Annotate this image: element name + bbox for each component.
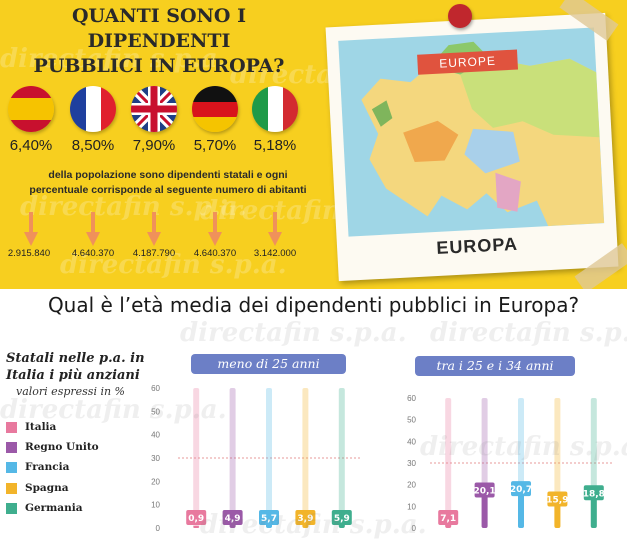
legend-item: Regno Unito [6, 440, 99, 454]
value-label-box [583, 485, 604, 501]
down-arrow-icon [147, 212, 161, 246]
percent-france: 8,50% [71, 137, 115, 154]
value-label-box [438, 510, 459, 525]
value-label: 5,7 [261, 514, 277, 524]
watermark: directafin s.p.a. [430, 318, 627, 348]
inhabitants-france: 4.640.370 [71, 248, 115, 259]
legend-label: Francia [25, 461, 70, 473]
bar-chart-under-25: 0 10 20 30 40 50 60 0,9 4,9 5,7 3,9 5,9 [151, 384, 360, 533]
legend-swatch [6, 502, 17, 514]
bar-track [193, 388, 200, 528]
percent-italy: 5,18% [253, 137, 297, 154]
top-title-line: PUBBLICI IN EUROPA? [33, 55, 285, 77]
bar-track [302, 388, 309, 528]
description-line: percentuale corrisponde al seguente nume… [29, 184, 307, 196]
percent-spain: 6,40% [9, 137, 53, 154]
inhabitants-spain: 2.915.840 [7, 248, 51, 259]
y-tick-label: 30 [151, 454, 160, 463]
inhabitants-germany: 4.640.370 [193, 248, 237, 259]
bar [193, 525, 200, 528]
side-subtitle: valori espressi in % [16, 385, 126, 398]
europe-map-illustration: EUROPE [338, 27, 605, 237]
bar-track [229, 388, 236, 528]
side-title-line: Statali nelle p.a. in [6, 351, 145, 366]
value-label-box [511, 481, 531, 497]
y-tick-label: 0 [156, 524, 161, 533]
y-tick-label: 0 [412, 524, 417, 533]
question-title: Qual è l’età media dei dipendenti pubbli… [47, 293, 580, 317]
value-label-box [259, 510, 279, 525]
value-label: 18,8 [583, 489, 605, 499]
value-label-box [547, 491, 568, 507]
inhabitants-uk: 4.187.790 [132, 248, 176, 259]
legend-item: Italia [6, 420, 56, 434]
y-tick-label: 50 [151, 407, 160, 416]
value-label: 7,1 [440, 514, 456, 524]
germany-flag-icon [192, 86, 238, 132]
value-label: 5,9 [334, 514, 350, 524]
side-title: Statali nelle p.a. in Italia i più anzia… [6, 350, 166, 384]
value-label: 3,9 [297, 514, 313, 524]
value-label: 20,7 [510, 485, 532, 495]
legend-swatch [6, 482, 17, 494]
down-arrow-icon [268, 212, 282, 246]
bar-chart-25-34: 0 10 20 30 40 50 60 7,1 20,1 20,7 15,9 18,8 [407, 394, 612, 533]
legend-item: Germania [6, 501, 83, 515]
y-tick-label: 20 [407, 481, 416, 490]
percent-germany: 5,70% [193, 137, 237, 154]
top-title-line: QUANTI SONO I DIPENDENTI [72, 5, 246, 52]
y-tick-label: 60 [407, 394, 416, 403]
legend-swatch [6, 461, 17, 473]
description: della popolazione sono dipendenti statal… [28, 168, 308, 198]
legend-label: Regno Unito [25, 441, 99, 453]
down-arrow-icon [86, 212, 100, 246]
legend-swatch [6, 441, 17, 453]
top-panel: directafin s.p.a. directafin s.p.a. dire… [0, 0, 627, 289]
value-label-box [295, 510, 316, 525]
pushpin-icon [448, 4, 472, 28]
bar-track [445, 398, 452, 528]
legend-item: Spagna [6, 481, 69, 495]
value-label-box [222, 510, 243, 525]
y-tick-label: 30 [407, 459, 416, 468]
y-tick-label: 60 [151, 384, 160, 393]
top-title: QUANTI SONO I DIPENDENTI PUBBLICI IN EUR… [0, 4, 318, 79]
down-arrow-icon [24, 212, 38, 246]
bar-track [338, 388, 345, 528]
value-label: 0,9 [188, 514, 204, 524]
chart-title: tra i 25 e i 34 anni [415, 356, 575, 376]
legend-label: Germania [25, 502, 83, 514]
description-line: della popolazione sono dipendenti statal… [48, 169, 288, 181]
watermark: directafin s.p.a. [180, 318, 407, 348]
france-flag-icon [70, 86, 116, 132]
legend-swatch [6, 421, 17, 433]
y-tick-label: 40 [407, 437, 416, 446]
down-arrow-icon [208, 212, 222, 246]
italy-flag-icon [252, 86, 298, 132]
side-title-line: Italia i più anziani [6, 368, 140, 383]
y-tick-label: 20 [151, 477, 160, 486]
y-tick-label: 10 [407, 502, 416, 511]
y-tick-label: 50 [407, 416, 416, 425]
uk-flag-icon [131, 86, 177, 132]
value-label: 20,1 [473, 486, 495, 496]
chart-title: meno di 25 anni [191, 354, 346, 374]
percent-uk: 7,90% [132, 137, 176, 154]
legend-item: Francia [6, 460, 69, 474]
y-tick-label: 40 [151, 431, 160, 440]
value-label-box [186, 510, 207, 525]
europe-postcard: EUROPE EUROPA [325, 12, 619, 282]
value-label: 15,9 [546, 496, 568, 506]
inhabitants-italy: 3.142.000 [253, 248, 297, 259]
bar-track [266, 388, 272, 528]
value-label-box [331, 510, 352, 525]
value-label: 4,9 [225, 514, 241, 524]
legend-label: Spagna [25, 482, 69, 494]
y-tick-label: 10 [151, 501, 160, 510]
value-label-box [474, 482, 495, 498]
spain-flag-icon [8, 86, 54, 132]
legend-label: Italia [25, 421, 57, 433]
